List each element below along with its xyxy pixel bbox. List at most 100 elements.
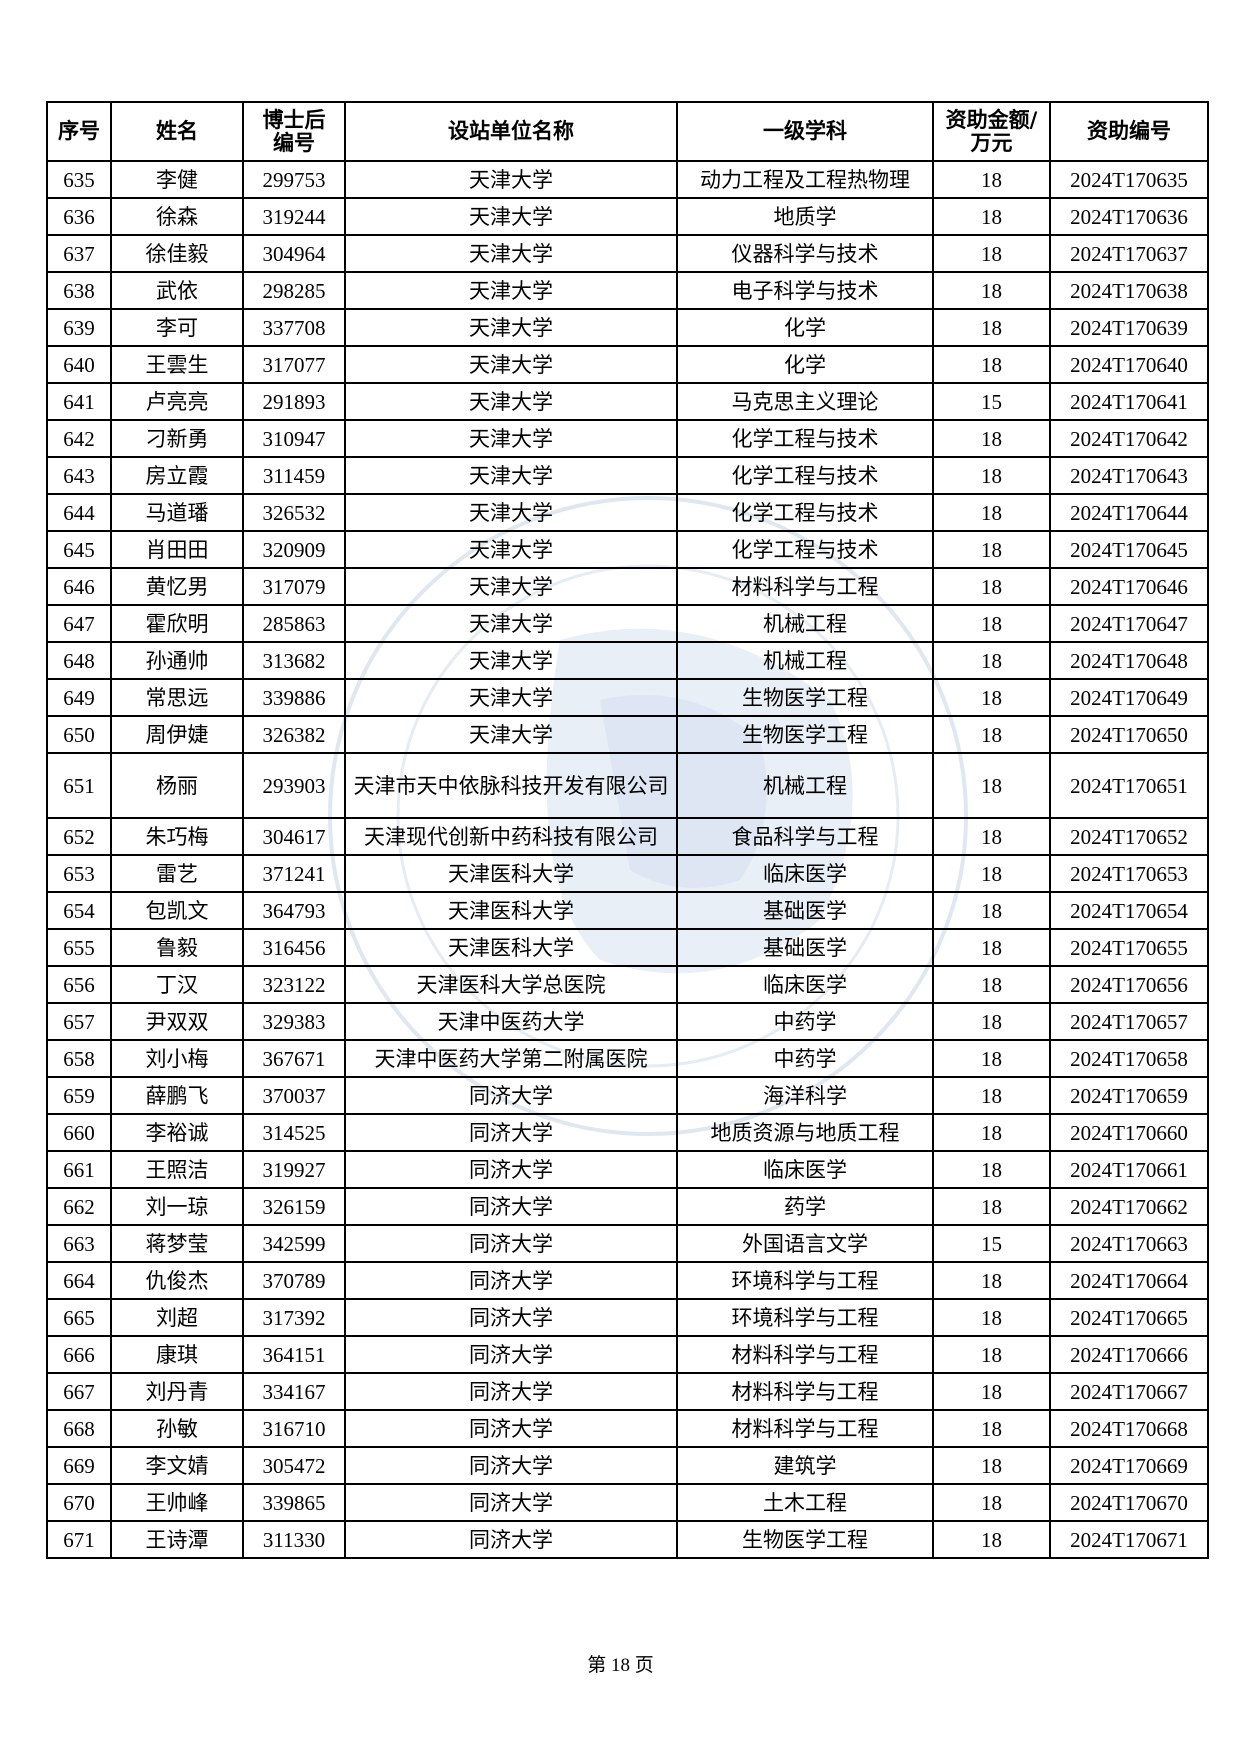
cell-discipline: 材料科学与工程 bbox=[676, 1335, 934, 1374]
table-row: 640 王雲生 317077 天津大学 化学 18 2024T170640 bbox=[46, 345, 1209, 384]
cell-postdoc-id: 313682 bbox=[242, 641, 346, 680]
table-row: 648 孙通帅 313682 天津大学 机械工程 18 2024T170648 bbox=[46, 641, 1209, 680]
cell-funding-amount: 18 bbox=[932, 530, 1051, 569]
cell-name: 鲁毅 bbox=[110, 928, 244, 967]
cell-funding-amount: 18 bbox=[932, 1039, 1051, 1078]
cell-discipline: 电子科学与技术 bbox=[676, 271, 934, 310]
cell-postdoc-id: 299753 bbox=[242, 160, 346, 199]
cell-discipline: 地质资源与地质工程 bbox=[676, 1113, 934, 1152]
cell-funding-id: 2024T170639 bbox=[1049, 308, 1209, 347]
cell-funding-amount: 18 bbox=[932, 854, 1051, 893]
cell-name: 房立霞 bbox=[110, 456, 244, 495]
cell-funding-id: 2024T170670 bbox=[1049, 1483, 1209, 1522]
cell-name: 肖田田 bbox=[110, 530, 244, 569]
table-row: 669 李文婧 305472 同济大学 建筑学 18 2024T170669 bbox=[46, 1446, 1209, 1485]
cell-postdoc-id: 317077 bbox=[242, 345, 346, 384]
cell-serial-number: 643 bbox=[46, 456, 112, 495]
cell-postdoc-id: 304964 bbox=[242, 234, 346, 273]
cell-funding-id: 2024T170662 bbox=[1049, 1187, 1209, 1226]
table-row: 654 包凯文 364793 天津医科大学 基础医学 18 2024T170654 bbox=[46, 891, 1209, 930]
cell-postdoc-id: 326532 bbox=[242, 493, 346, 532]
cell-funding-amount: 18 bbox=[932, 456, 1051, 495]
cell-funding-id: 2024T170646 bbox=[1049, 567, 1209, 606]
cell-institution: 同济大学 bbox=[344, 1409, 678, 1448]
cell-name: 李裕诚 bbox=[110, 1113, 244, 1152]
cell-name: 李文婧 bbox=[110, 1446, 244, 1485]
cell-funding-id: 2024T170638 bbox=[1049, 271, 1209, 310]
cell-funding-id: 2024T170636 bbox=[1049, 197, 1209, 236]
column-header-serial-number: 序号 bbox=[46, 101, 112, 162]
cell-name: 霍欣明 bbox=[110, 604, 244, 643]
cell-postdoc-id: 285863 bbox=[242, 604, 346, 643]
table-row: 665 刘超 317392 同济大学 环境科学与工程 18 2024T170665 bbox=[46, 1298, 1209, 1337]
cell-postdoc-id: 316710 bbox=[242, 1409, 346, 1448]
cell-postdoc-id: 305472 bbox=[242, 1446, 346, 1485]
cell-institution: 同济大学 bbox=[344, 1520, 678, 1559]
cell-discipline: 机械工程 bbox=[676, 641, 934, 680]
cell-funding-amount: 18 bbox=[932, 1520, 1051, 1559]
cell-postdoc-id: 291893 bbox=[242, 382, 346, 421]
cell-institution: 天津现代创新中药科技有限公司 bbox=[344, 817, 678, 856]
cell-discipline: 生物医学工程 bbox=[676, 1520, 934, 1559]
table-row: 651 杨丽 293903 天津市天中依脉科技开发有限公司 机械工程 18 2024T170… bbox=[46, 752, 1209, 819]
cell-institution: 同济大学 bbox=[344, 1298, 678, 1337]
cell-discipline: 材料科学与工程 bbox=[676, 1409, 934, 1448]
cell-discipline: 临床医学 bbox=[676, 965, 934, 1004]
cell-institution: 天津中医药大学 bbox=[344, 1002, 678, 1041]
cell-discipline: 土木工程 bbox=[676, 1483, 934, 1522]
column-header-funding-amount: 资助金额/ 万元 bbox=[932, 101, 1051, 162]
table-row: 650 周伊婕 326382 天津大学 生物医学工程 18 2024T170650 bbox=[46, 715, 1209, 754]
cell-postdoc-id: 311330 bbox=[242, 1520, 346, 1559]
column-header-postdoc-id: 博士后 编号 bbox=[242, 101, 346, 162]
cell-postdoc-id: 323122 bbox=[242, 965, 346, 1004]
cell-serial-number: 635 bbox=[46, 160, 112, 199]
cell-institution: 天津大学 bbox=[344, 678, 678, 717]
cell-funding-amount: 18 bbox=[932, 1483, 1051, 1522]
table-row: 647 霍欣明 285863 天津大学 机械工程 18 2024T170647 bbox=[46, 604, 1209, 643]
cell-name: 王照洁 bbox=[110, 1150, 244, 1189]
table-row: 644 马道璠 326532 天津大学 化学工程与技术 18 2024T170644 bbox=[46, 493, 1209, 532]
cell-institution: 天津大学 bbox=[344, 271, 678, 310]
cell-funding-id: 2024T170650 bbox=[1049, 715, 1209, 754]
cell-discipline: 化学 bbox=[676, 308, 934, 347]
cell-serial-number: 644 bbox=[46, 493, 112, 532]
cell-discipline: 化学工程与技术 bbox=[676, 530, 934, 569]
cell-serial-number: 670 bbox=[46, 1483, 112, 1522]
table-row: 655 鲁毅 316456 天津医科大学 基础医学 18 2024T170655 bbox=[46, 928, 1209, 967]
column-header-institution: 设站单位名称 bbox=[344, 101, 678, 162]
cell-serial-number: 666 bbox=[46, 1335, 112, 1374]
cell-funding-amount: 18 bbox=[932, 234, 1051, 273]
cell-serial-number: 657 bbox=[46, 1002, 112, 1041]
cell-discipline: 海洋科学 bbox=[676, 1076, 934, 1115]
cell-name: 刘一琼 bbox=[110, 1187, 244, 1226]
table-row: 658 刘小梅 367671 天津中医药大学第二附属医院 中药学 18 2024T17065… bbox=[46, 1039, 1209, 1078]
cell-serial-number: 664 bbox=[46, 1261, 112, 1300]
cell-postdoc-id: 319927 bbox=[242, 1150, 346, 1189]
cell-funding-amount: 18 bbox=[932, 1335, 1051, 1374]
table-row: 664 仇俊杰 370789 同济大学 环境科学与工程 18 2024T170664 bbox=[46, 1261, 1209, 1300]
cell-discipline: 机械工程 bbox=[676, 752, 934, 819]
cell-postdoc-id: 339886 bbox=[242, 678, 346, 717]
cell-serial-number: 652 bbox=[46, 817, 112, 856]
cell-funding-id: 2024T170635 bbox=[1049, 160, 1209, 199]
cell-discipline: 生物医学工程 bbox=[676, 678, 934, 717]
cell-institution: 同济大学 bbox=[344, 1187, 678, 1226]
cell-institution: 天津大学 bbox=[344, 641, 678, 680]
cell-serial-number: 667 bbox=[46, 1372, 112, 1411]
cell-discipline: 临床医学 bbox=[676, 854, 934, 893]
cell-institution: 天津中医药大学第二附属医院 bbox=[344, 1039, 678, 1078]
table-row: 639 李可 337708 天津大学 化学 18 2024T170639 bbox=[46, 308, 1209, 347]
table-row: 662 刘一琼 326159 同济大学 药学 18 2024T170662 bbox=[46, 1187, 1209, 1226]
cell-funding-id: 2024T170641 bbox=[1049, 382, 1209, 421]
cell-funding-amount: 18 bbox=[932, 1446, 1051, 1485]
cell-institution: 天津大学 bbox=[344, 567, 678, 606]
cell-name: 黄忆男 bbox=[110, 567, 244, 606]
cell-funding-amount: 18 bbox=[932, 1113, 1051, 1152]
cell-funding-id: 2024T170637 bbox=[1049, 234, 1209, 273]
cell-serial-number: 659 bbox=[46, 1076, 112, 1115]
cell-name: 刘丹青 bbox=[110, 1372, 244, 1411]
cell-institution: 同济大学 bbox=[344, 1261, 678, 1300]
cell-postdoc-id: 371241 bbox=[242, 854, 346, 893]
table-row: 657 尹双双 329383 天津中医药大学 中药学 18 2024T170657 bbox=[46, 1002, 1209, 1041]
table-row: 652 朱巧梅 304617 天津现代创新中药科技有限公司 食品科学与工程 18 2024T… bbox=[46, 817, 1209, 856]
